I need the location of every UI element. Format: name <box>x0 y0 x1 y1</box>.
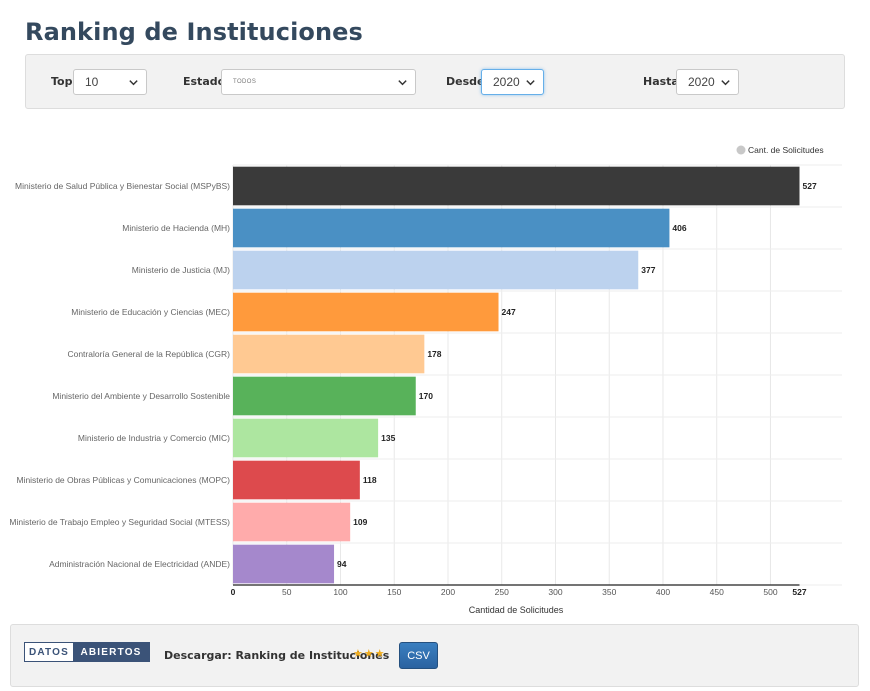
logo-left-text: DATOS <box>25 643 73 661</box>
x-max-tick-label: 527 <box>792 587 806 597</box>
bar-value-label: 377 <box>641 265 655 275</box>
bar-value-label: 94 <box>337 559 347 569</box>
bar <box>233 250 639 290</box>
x-tick-label: 250 <box>495 587 509 597</box>
footer-panel: DATOS ABIERTOS Descargar: Ranking de Ins… <box>10 624 859 687</box>
chevron-down-icon <box>129 80 138 86</box>
x-tick-label: 200 <box>441 587 455 597</box>
x-axis-label: Cantidad de Solicitudes <box>469 605 564 615</box>
x-tick-label: 400 <box>656 587 670 597</box>
bar <box>233 418 379 458</box>
legend-label: Cant. de Solicitudes <box>748 145 824 155</box>
bar <box>233 292 499 332</box>
csv-download-button[interactable]: CSV <box>399 642 438 669</box>
filter-panel: Top 10 Estado TODOS Desde 2020 Hasta 202… <box>25 54 845 109</box>
bar <box>233 544 335 584</box>
x-tick-label: 0 <box>231 587 236 597</box>
bar-value-label: 527 <box>803 181 817 191</box>
category-label: Administración Nacional de Electricidad … <box>49 559 230 569</box>
category-label: Ministerio de Obras Públicas y Comunicac… <box>16 475 230 485</box>
bar <box>233 460 360 500</box>
category-label: Contraloría General de la República (CGR… <box>67 349 230 359</box>
hasta-select-value: 2020 <box>688 75 715 89</box>
chevron-down-icon <box>398 80 407 86</box>
x-tick-label: 100 <box>333 587 347 597</box>
bar-value-label: 118 <box>363 475 377 485</box>
rating-stars-icon: ★★★ <box>353 648 386 660</box>
top-select[interactable]: 10 <box>73 69 147 95</box>
x-tick-label: 450 <box>710 587 724 597</box>
chevron-down-icon <box>526 80 535 86</box>
x-tick-label: 350 <box>602 587 616 597</box>
category-label: Ministerio de Justicia (MJ) <box>132 265 230 275</box>
bar <box>233 376 416 416</box>
chevron-down-icon <box>721 80 730 86</box>
x-tick-label: 500 <box>763 587 777 597</box>
x-tick-label: 300 <box>548 587 562 597</box>
desde-select-value: 2020 <box>493 75 520 89</box>
category-label: Ministerio del Ambiente y Desarrollo Sos… <box>52 391 230 401</box>
datos-abiertos-logo[interactable]: DATOS ABIERTOS <box>24 642 150 662</box>
top-select-value: 10 <box>85 75 99 89</box>
bar <box>233 208 670 248</box>
bar <box>233 166 800 206</box>
bar-value-label: 170 <box>419 391 433 401</box>
download-label: Descargar: Ranking de Instituciones <box>164 649 390 662</box>
page-title: Ranking de Instituciones <box>25 18 363 46</box>
category-label: Ministerio de Salud Pública y Bienestar … <box>15 181 230 191</box>
estado-label: Estado <box>183 75 226 88</box>
bar-value-label: 247 <box>502 307 516 317</box>
bar <box>233 334 425 374</box>
desde-label: Desde <box>446 75 485 88</box>
bar-value-label: 135 <box>381 433 395 443</box>
bar-value-label: 109 <box>353 517 367 527</box>
estado-select-value: TODOS <box>233 79 257 85</box>
x-tick-label: 50 <box>282 587 292 597</box>
bar-value-label: 406 <box>672 223 686 233</box>
category-label: Ministerio de Hacienda (MH) <box>122 223 230 233</box>
desde-select[interactable]: 2020 <box>481 69 544 95</box>
hasta-select[interactable]: 2020 <box>676 69 739 95</box>
logo-right-text: ABIERTOS <box>73 643 149 661</box>
category-label: Ministerio de Industria y Comercio (MIC) <box>78 433 230 443</box>
category-label: Ministerio de Educación y Ciencias (MEC) <box>71 307 230 317</box>
bar-chart-svg: 527 Ministerio de Salud Pública y Bienest… <box>9 145 842 615</box>
bar-value-label: 178 <box>427 349 441 359</box>
legend-marker <box>736 145 746 155</box>
category-label: Ministerio de Trabajo Empleo y Seguridad… <box>9 517 230 527</box>
hasta-label: Hasta <box>643 75 679 88</box>
estado-select[interactable]: TODOS <box>221 69 416 95</box>
top-label: Top <box>51 75 73 88</box>
bar <box>233 502 351 542</box>
ranking-chart: 527 Ministerio de Salud Pública y Bienest… <box>0 135 870 625</box>
x-tick-label: 150 <box>387 587 401 597</box>
